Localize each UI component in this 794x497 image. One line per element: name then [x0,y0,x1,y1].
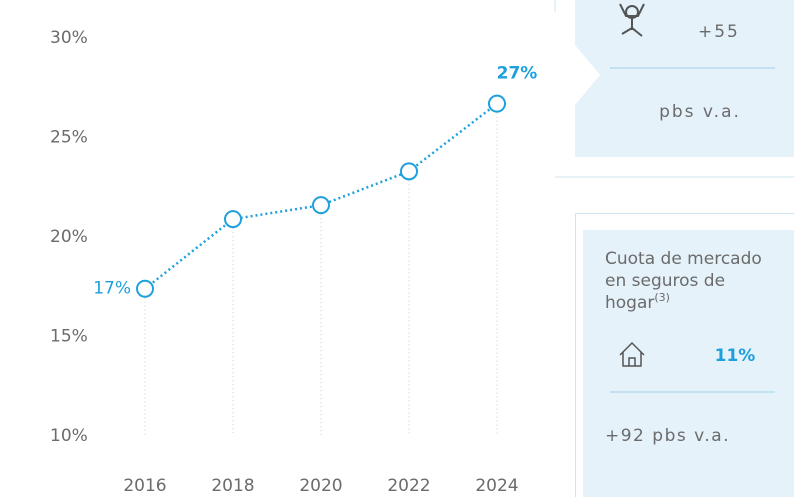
y-tick-label: 20% [50,227,88,247]
y-tick-label: 25% [50,128,88,148]
panels: +55 pbs v.a. Cuota de mercado en seguros… [554,0,794,497]
panel-title: hogar(3) [605,291,670,313]
point [400,162,418,181]
panel-note: +92 pbs v.a. [605,426,730,446]
panel-value: 11% [715,346,756,366]
panel-bg [583,230,794,497]
value-label: 17% [93,279,131,299]
y-tick-label: 15% [50,327,88,347]
panel-frame [575,213,794,497]
x-tick-label: 2018 [211,476,254,496]
panel-title-text: hogar [605,293,654,313]
y-tick-label: 30% [50,28,88,48]
x-tick-label: 2016 [123,476,166,496]
x-tick-label: 2024 [475,476,518,496]
footnote: (3) [654,291,670,304]
point [312,196,330,215]
panel-note: pbs v.a. [659,102,741,122]
point [488,94,506,113]
y-tick-label: 10% [50,426,88,446]
point [224,210,242,229]
icon-person [619,3,645,37]
panel-title: Cuota de mercado [605,249,762,269]
x-tick-label: 2022 [387,476,430,496]
panel-value: +55 [698,22,740,42]
icon-house [619,341,645,367]
point [136,279,154,298]
value-label: 27% [497,64,538,84]
panel-bg [575,0,794,157]
x-tick-label: 2020 [299,476,342,496]
panel-title: en seguros de [605,271,725,291]
